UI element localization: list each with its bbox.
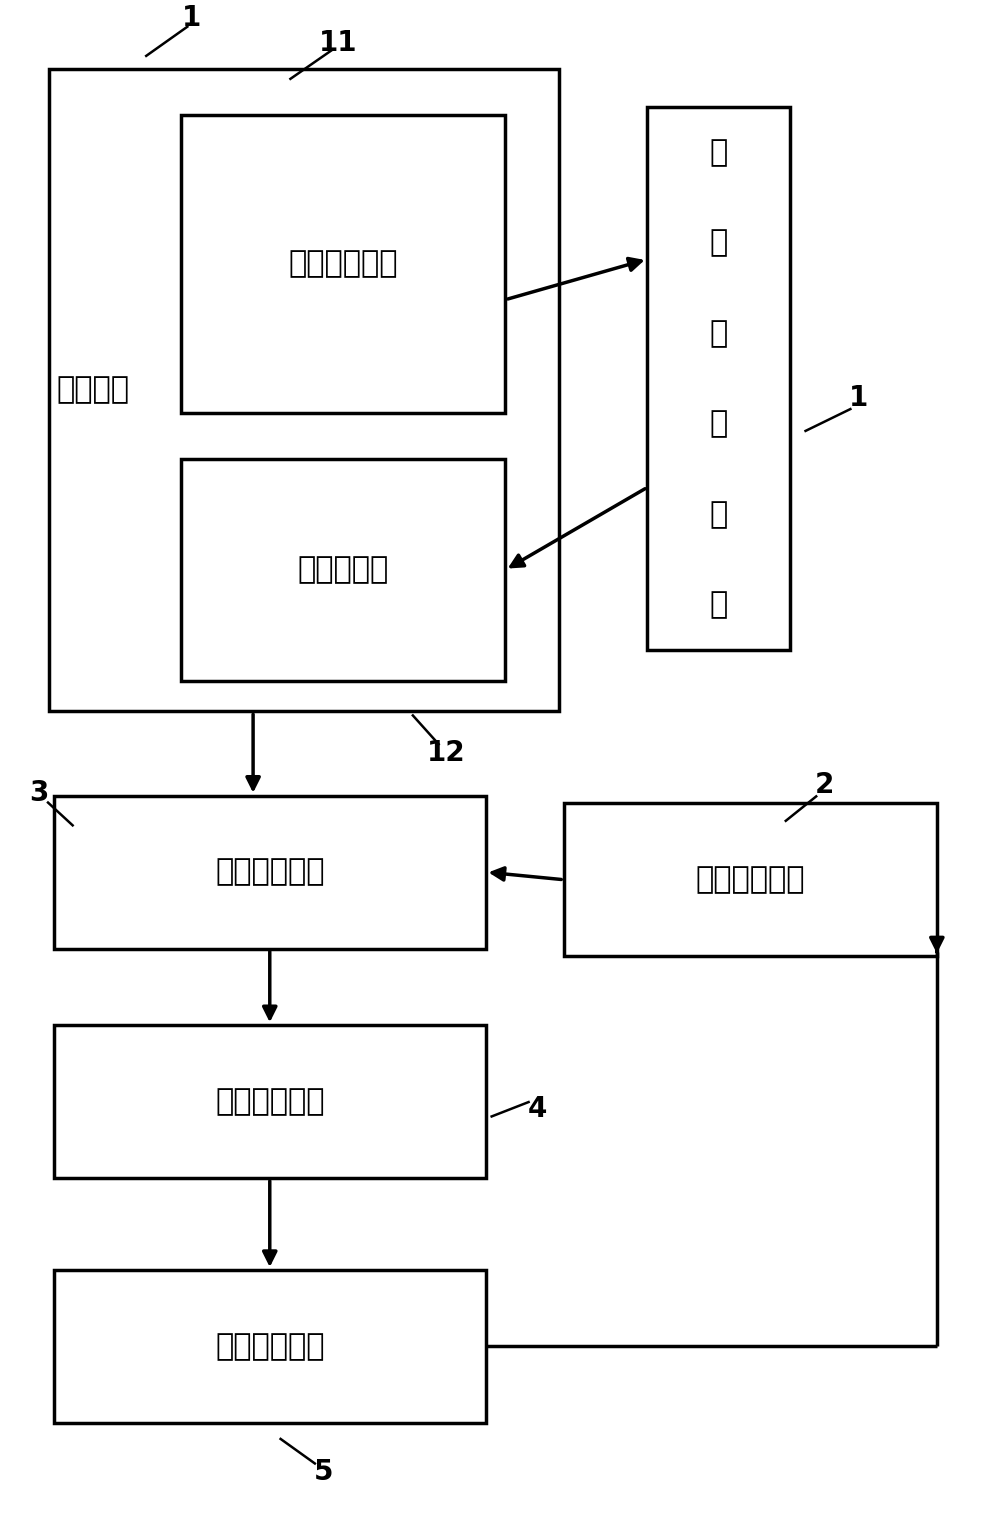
Text: 打印显示设备: 打印显示设备 xyxy=(215,1333,325,1360)
Text: 测: 测 xyxy=(709,410,728,439)
Bar xyxy=(564,803,937,956)
Bar xyxy=(181,115,505,413)
Text: 人: 人 xyxy=(709,138,728,167)
Bar xyxy=(181,459,505,681)
Text: 部: 部 xyxy=(709,500,728,529)
Bar xyxy=(647,107,790,650)
Bar xyxy=(54,1270,486,1423)
Bar xyxy=(54,796,486,949)
Text: 3: 3 xyxy=(29,779,49,806)
Text: 体: 体 xyxy=(709,228,728,257)
Text: 红外热像仪: 红外热像仪 xyxy=(297,555,389,584)
Text: 报告生成模块: 报告生成模块 xyxy=(215,1088,325,1115)
Text: 5: 5 xyxy=(314,1458,334,1486)
Text: 数据处理模块: 数据处理模块 xyxy=(215,858,325,886)
Bar xyxy=(49,69,559,711)
Text: 1: 1 xyxy=(181,5,201,32)
Text: 11: 11 xyxy=(319,29,358,57)
Text: 太赫兹发射仪: 太赫兹发射仪 xyxy=(288,249,398,278)
Text: 同步设备: 同步设备 xyxy=(57,376,129,404)
Text: 12: 12 xyxy=(427,739,466,767)
Text: 4: 4 xyxy=(528,1095,547,1123)
Text: 数据存储终端: 数据存储终端 xyxy=(696,866,805,894)
Text: 待: 待 xyxy=(709,318,728,347)
Text: 位: 位 xyxy=(709,591,728,620)
Bar xyxy=(54,1025,486,1178)
Text: 1: 1 xyxy=(849,384,868,412)
Text: 2: 2 xyxy=(814,771,834,799)
